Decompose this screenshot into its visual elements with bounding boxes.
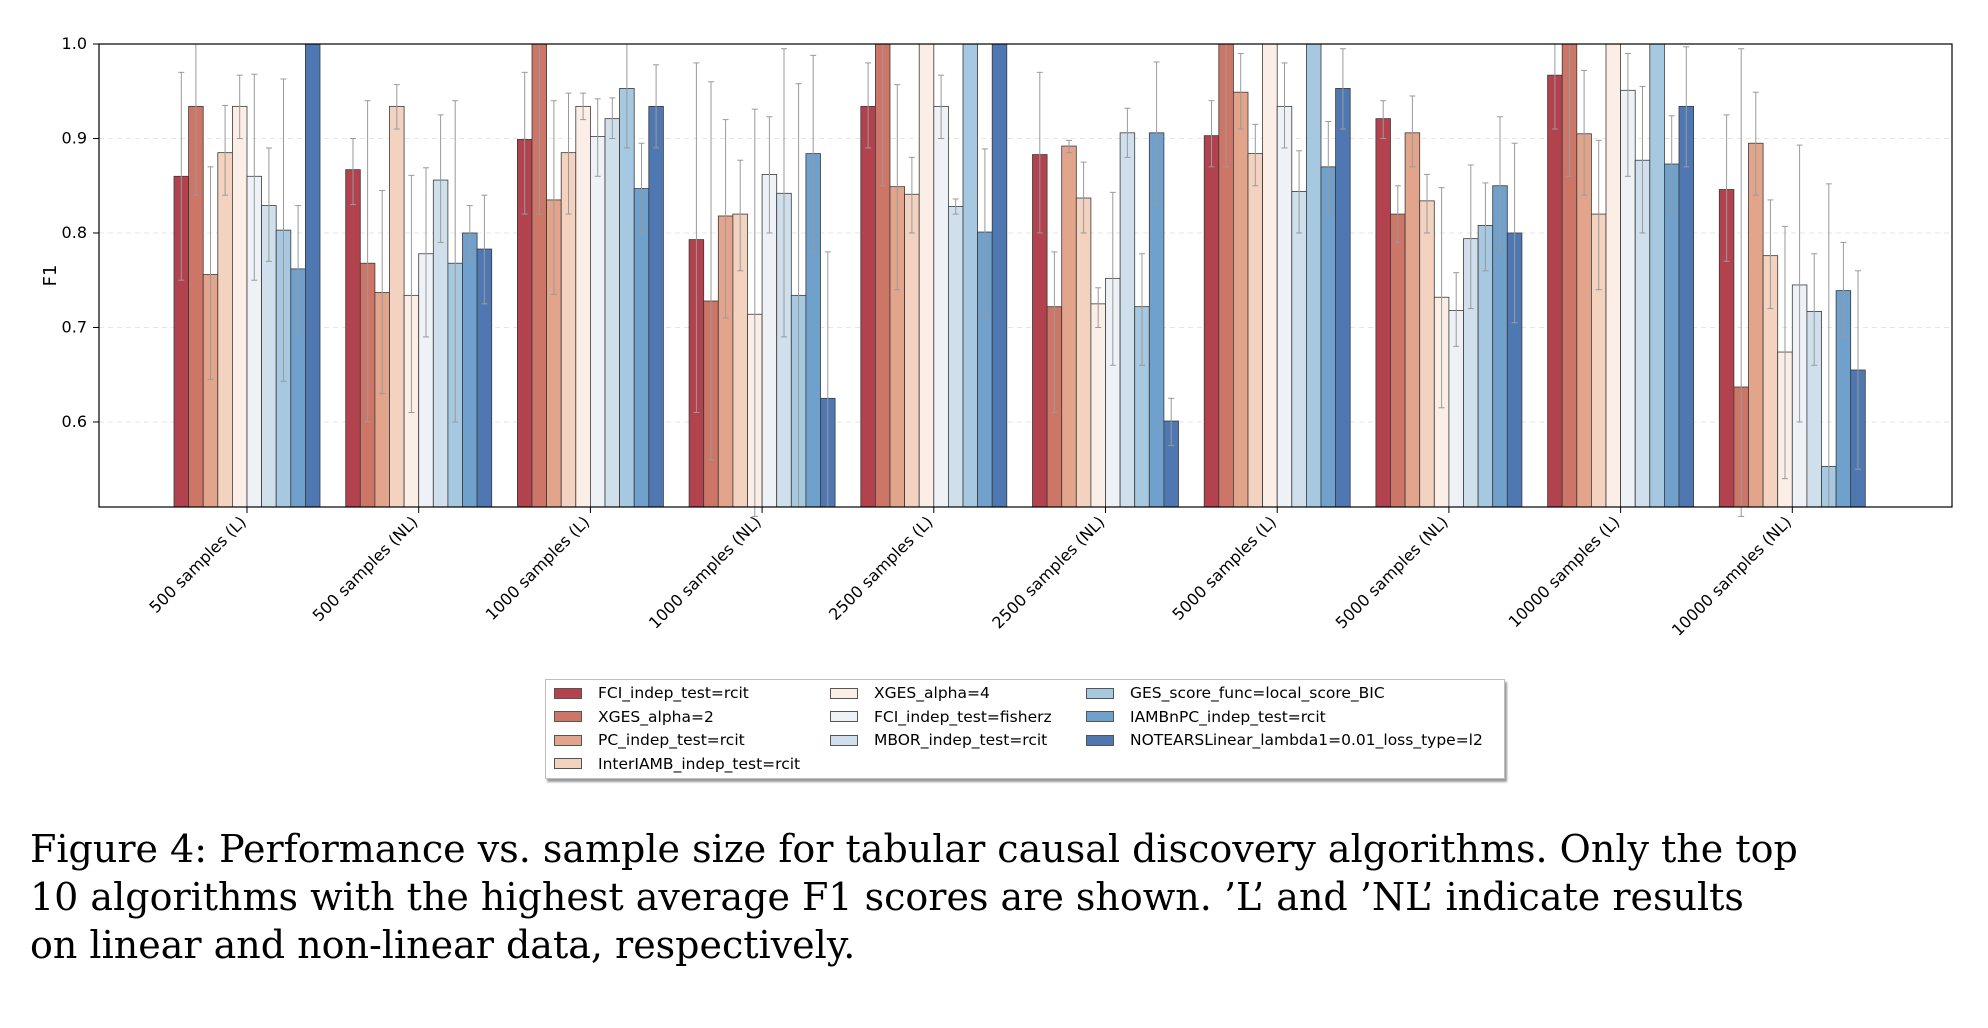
y-tick-label: 1.0 [62, 34, 87, 53]
legend-label: IAMBnPC_indep_test=rcit [1130, 707, 1326, 726]
bars-group [173, 43, 1866, 517]
bar [604, 118, 621, 508]
legend-swatch [554, 687, 582, 699]
legend-swatch [554, 758, 582, 769]
x-tick-label: 500 samples (NL) [309, 512, 422, 625]
legend-swatch [1086, 687, 1114, 699]
bar [1605, 43, 1622, 508]
y-tick-label: 0.8 [62, 223, 87, 242]
bar [1664, 163, 1680, 508]
x-tick-label: 5000 samples (L) [1168, 512, 1280, 624]
legend-item: XGES_alpha=4 [830, 684, 990, 702]
legend-item: NOTEARSLinear_lambda1=0.01_loss_type=l2 [1086, 731, 1483, 749]
bar [904, 193, 920, 508]
bar [991, 43, 1008, 508]
legend-swatch [554, 711, 582, 722]
legend-item: FCI_indep_test=rcit [554, 684, 749, 702]
y-tick-label: 0.6 [62, 412, 87, 431]
x-tick-label: 10000 samples (L) [1505, 512, 1624, 631]
legend-swatch [830, 687, 858, 699]
caption-line-2: 10 algorithms with the highest average F… [30, 875, 1744, 919]
caption-line-1: Figure 4: Performance vs. sample size fo… [30, 827, 1798, 871]
bar [1335, 88, 1351, 508]
bar [948, 206, 964, 508]
bar [648, 105, 664, 508]
legend-swatch [830, 711, 858, 722]
legend-item: GES_score_func=local_score_BIC [1086, 684, 1385, 702]
bar [1649, 43, 1665, 508]
legend-label: FCI_indep_test=rcit [598, 684, 749, 702]
bar [1390, 213, 1406, 508]
bar [1262, 43, 1278, 508]
bar [1748, 142, 1764, 508]
bar [619, 88, 635, 508]
bar [918, 43, 935, 508]
legend-label: FCI_indep_test=fisherz [874, 707, 1052, 726]
chart-legend: FCI_indep_test=rcit XGES_alpha=2 PC_indep_… [545, 679, 1505, 779]
bar [345, 169, 361, 508]
bar [1090, 303, 1106, 508]
y-axis-title: F1 [40, 265, 61, 287]
legend-swatch [830, 734, 858, 746]
x-tick-label: 2500 samples (NL) [988, 512, 1108, 632]
bar [962, 43, 979, 508]
plot-frame [98, 43, 1953, 508]
y-tick-label: 0.9 [62, 128, 87, 147]
legend-label: GES_score_func=local_score_BIC [1130, 684, 1385, 702]
bar [1320, 166, 1337, 508]
bar [1547, 74, 1563, 508]
bar [389, 105, 405, 508]
bar [860, 105, 876, 508]
legend-swatch [1086, 711, 1114, 722]
x-tick-label: 1000 samples (L) [482, 512, 594, 624]
legend-label: XGES_alpha=4 [874, 684, 990, 702]
bar [933, 105, 949, 508]
bar [1247, 153, 1264, 508]
bar [1061, 145, 1077, 508]
legend-label: InterIAMB_indep_test=rcit [598, 754, 801, 773]
x-tick-label: 500 samples (L) [145, 512, 249, 616]
bar [231, 105, 248, 508]
bar [590, 136, 606, 508]
bar [1419, 200, 1435, 508]
legend-label: MBOR_indep_test=rcit [874, 731, 1048, 749]
legend-swatch [1086, 734, 1114, 746]
legend-label: NOTEARSLinear_lambda1=0.01_loss_type=l2 [1130, 731, 1483, 749]
legend-item: IAMBnPC_indep_test=rcit [1086, 708, 1326, 726]
bar [1291, 191, 1307, 508]
x-tick-label: 1000 samples (NL) [645, 512, 765, 632]
y-tick-label: 0.7 [62, 317, 87, 336]
bar [1233, 91, 1249, 508]
bar-chart: 0.6 0.7 0.8 0.9 1.0 F1 500 samples (L) 500 samp… [40, 34, 1953, 640]
bar [1375, 118, 1391, 508]
legend-item: MBOR_indep_test=rcit [830, 731, 1047, 749]
bar [1276, 105, 1293, 508]
figure-caption: Figure 4: Performance vs. sample size fo… [30, 825, 1960, 969]
x-tick-label: 10000 samples (NL) [1668, 512, 1795, 639]
bar [575, 105, 591, 508]
x-tick-label: 5000 samples (NL) [1332, 512, 1452, 632]
bar [1404, 132, 1421, 508]
caption-line-3: on linear and non-linear data, respectiv… [30, 923, 856, 967]
legend-swatch [554, 734, 582, 746]
legend-label: PC_indep_test=rcit [598, 731, 745, 749]
bar [1306, 43, 1322, 508]
bar [1119, 132, 1136, 508]
bar [462, 232, 478, 508]
bar [304, 43, 321, 508]
x-tick-label: 2500 samples (L) [825, 512, 937, 624]
bar [1203, 135, 1220, 508]
bar [217, 152, 233, 508]
bar [1075, 197, 1092, 508]
legend-item: XGES_alpha=2 [554, 708, 714, 726]
legend-item: PC_indep_test=rcit [554, 731, 745, 749]
legend-item: InterIAMB_indep_test=rcit [554, 755, 800, 773]
legend-label: XGES_alpha=2 [598, 707, 714, 726]
bar [633, 188, 650, 508]
legend-item: FCI_indep_test=fisherz [830, 708, 1052, 726]
